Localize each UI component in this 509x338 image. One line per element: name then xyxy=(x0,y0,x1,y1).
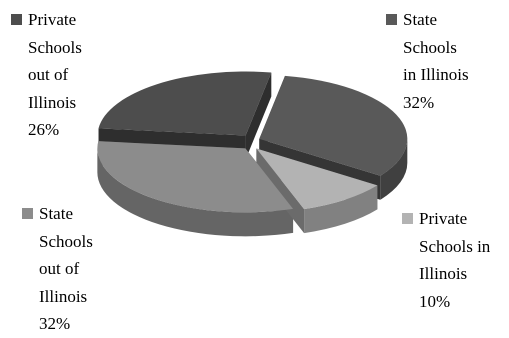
label-private-schools-in-illinois: Private Schools in Illinois 10% xyxy=(402,205,490,315)
slice-1-cut-face-1 xyxy=(256,148,305,234)
label-state-schools-out-of-illinois: State Schools out of Illinois 32% xyxy=(22,200,93,338)
pie-tops xyxy=(97,71,408,213)
slice-0-outer-wall-0 xyxy=(380,138,408,200)
slice-1-top xyxy=(256,148,378,210)
slice-2-outer-wall-0 xyxy=(97,148,294,237)
legend-key-private-in xyxy=(402,213,413,224)
legend-key-state-in xyxy=(386,14,397,25)
pie-chart xyxy=(97,71,408,237)
slice-3-cut-face-1 xyxy=(245,72,272,160)
label-state-schools-in-illinois: State Schools in Illinois 32% xyxy=(386,6,469,116)
slice-0-top xyxy=(259,75,408,176)
slice-3-top xyxy=(98,71,272,136)
legend-key-state-out xyxy=(22,208,33,219)
slice-1-outer-wall-0 xyxy=(304,185,378,234)
label-private-schools-out-of-illinois: Private Schools out of Illinois 26% xyxy=(11,6,82,144)
legend-key-private-out xyxy=(11,14,22,25)
slice-2-top xyxy=(97,141,294,213)
